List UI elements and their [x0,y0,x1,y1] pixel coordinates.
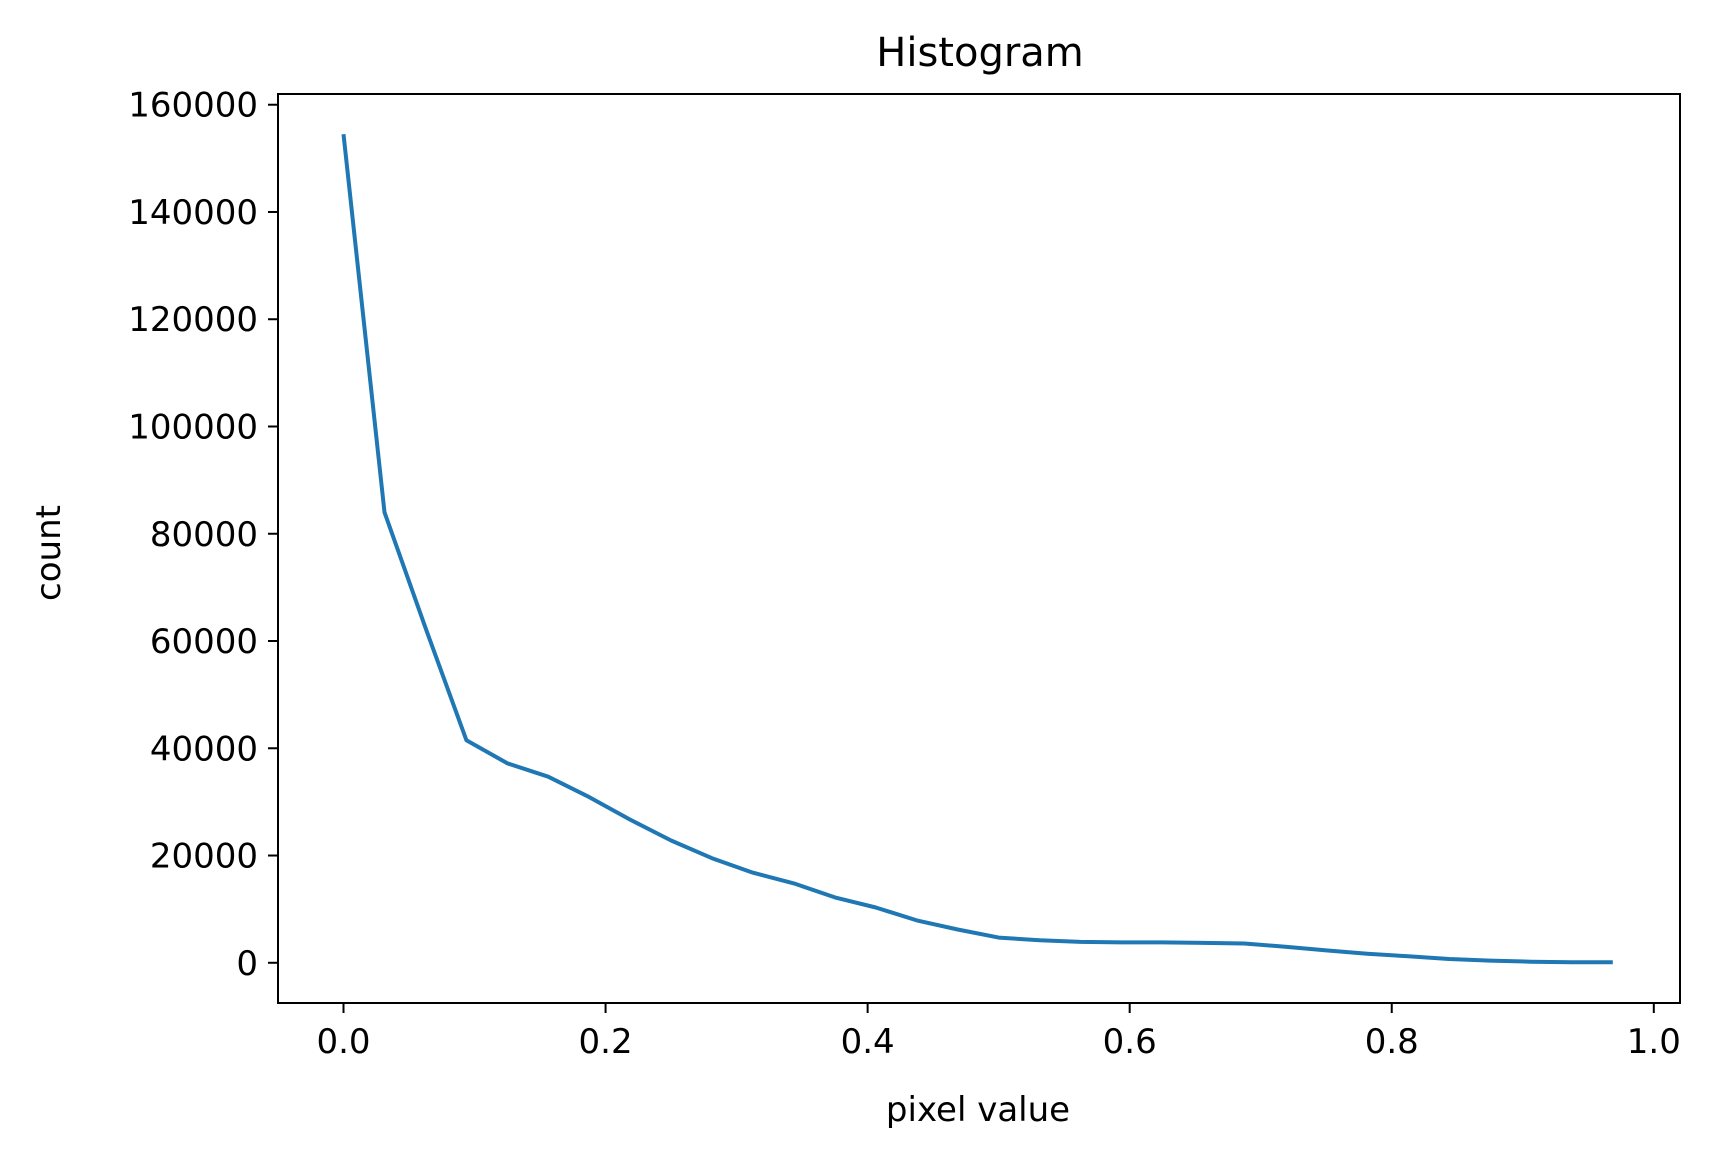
series-line [341,133,1613,965]
y-tick-label: 40000 [150,729,258,769]
x-tick-label: 0.8 [1365,1022,1419,1062]
x-tick-label: 0.6 [1103,1022,1157,1062]
x-tick-label: 0.0 [316,1022,370,1062]
series-layer [341,133,1613,965]
x-tick-label: 1.0 [1627,1022,1681,1062]
y-tick-label: 0 [236,944,258,984]
y-tick-label: 160000 [128,86,258,126]
x-tick-label: 0.4 [841,1022,895,1062]
x-tick-label: 0.2 [579,1022,633,1062]
chart-title: Histogram [876,30,1084,76]
y-tick-label: 20000 [150,837,258,877]
y-tick-label: 100000 [128,407,258,447]
x-axis-label: pixel value [886,1090,1070,1130]
y-tick-label: 60000 [150,622,258,662]
y-tick-label: 120000 [128,300,258,340]
y-axis-label: count [29,505,69,601]
y-tick-label: 140000 [128,193,258,233]
y-tick-label: 80000 [150,515,258,555]
plot-area-frame [277,93,1681,1004]
axis-ticks: 0.0 0.2 0.4 0.6 0.8 1.0 0 20000 40000 60000 80000 1… [128,86,1681,1062]
